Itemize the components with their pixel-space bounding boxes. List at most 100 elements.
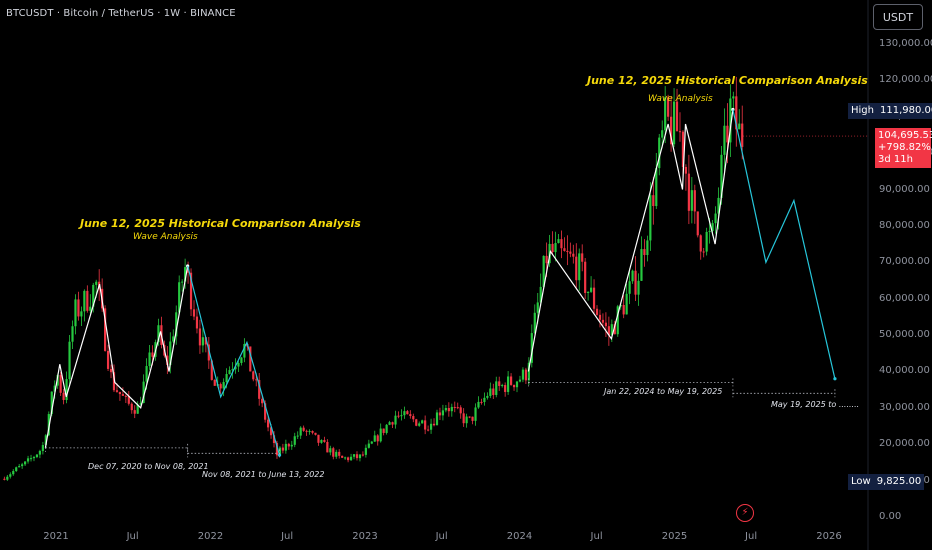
candle-body xyxy=(489,388,492,396)
wave-line-2 xyxy=(187,265,281,456)
candle-body xyxy=(518,379,522,382)
candle-body xyxy=(186,267,190,273)
candle-body xyxy=(12,471,15,475)
candle-body xyxy=(344,457,347,459)
annotation-subtitle-1: Wave Analysis xyxy=(133,232,198,242)
candle-body xyxy=(735,96,738,130)
candle-body xyxy=(732,96,735,99)
y-tick-label: 120,000.00 xyxy=(879,74,932,86)
y-tick-label: 60,000.00 xyxy=(879,292,930,304)
candle-body xyxy=(92,284,95,307)
candle-body xyxy=(314,432,317,435)
candle-body xyxy=(616,306,619,335)
candle-body xyxy=(59,375,62,393)
candle-body xyxy=(391,422,394,425)
candle-body xyxy=(252,371,255,380)
candle-body xyxy=(649,195,652,241)
low-tag: Low 9,825.00 xyxy=(848,474,925,490)
candle-body xyxy=(421,420,424,424)
candle-body xyxy=(545,255,548,264)
candle-body xyxy=(74,299,77,327)
candle-body xyxy=(495,381,498,395)
candle-body xyxy=(264,403,267,420)
low-value: 9,825.00 xyxy=(876,476,922,487)
x-tick-label: Jul xyxy=(435,531,448,542)
candle-body xyxy=(341,455,344,458)
candle-body xyxy=(32,457,36,459)
candle-body xyxy=(169,341,172,365)
candle-body xyxy=(228,370,231,375)
candle-body xyxy=(219,384,222,389)
y-tick-label: 40,000.00 xyxy=(879,365,930,377)
candle-body xyxy=(406,411,409,415)
candle-body xyxy=(275,443,279,456)
candle-body xyxy=(409,414,412,417)
wave-line-3 xyxy=(527,109,734,372)
candle-body xyxy=(317,434,320,443)
candle-body xyxy=(504,385,507,392)
candle-body xyxy=(86,290,89,311)
wave-end-point xyxy=(277,453,282,457)
candle-body xyxy=(21,464,24,467)
candle-body xyxy=(459,407,462,414)
candle-body xyxy=(557,239,560,244)
candle-body xyxy=(332,448,335,457)
candle-body xyxy=(394,415,397,425)
lightning-icon[interactable]: ⚡ xyxy=(736,504,754,522)
candle-body xyxy=(355,454,359,459)
candle-body xyxy=(272,435,276,444)
candle-body xyxy=(364,447,367,455)
candle-body xyxy=(646,240,649,256)
candle-body xyxy=(589,287,593,292)
candle-body xyxy=(136,404,139,414)
candle-body xyxy=(26,458,30,462)
candle-body xyxy=(486,395,489,398)
candle-body xyxy=(498,381,501,386)
y-tick-label: 30,000.00 xyxy=(879,401,930,413)
candle-body xyxy=(352,454,356,457)
candle-body xyxy=(23,461,27,465)
candle-body xyxy=(696,211,699,236)
candle-body xyxy=(50,391,53,415)
candle-body xyxy=(385,424,388,433)
candle-body xyxy=(382,428,385,433)
candle-body xyxy=(723,125,726,155)
currency-button[interactable]: USDT xyxy=(873,4,923,30)
candle-body xyxy=(225,374,228,383)
candle-body xyxy=(598,314,602,320)
candle-body xyxy=(258,380,261,399)
candle-body xyxy=(711,223,714,231)
candle-body xyxy=(664,97,667,131)
candle-body xyxy=(323,440,326,442)
wave-end-point xyxy=(833,377,837,381)
candle-body xyxy=(729,98,732,143)
candle-body xyxy=(89,306,92,311)
candle-body xyxy=(335,451,338,457)
candle-body xyxy=(512,384,516,388)
date-range-label-2: Nov 08, 2021 to June 13, 2022 xyxy=(202,470,325,479)
candle-body xyxy=(432,423,436,426)
candle-body xyxy=(693,190,696,212)
y-tick-label: 20,000.00 xyxy=(879,438,930,450)
candle-body xyxy=(607,326,610,336)
candle-body xyxy=(3,478,6,480)
candle-body xyxy=(714,213,717,224)
candle-body xyxy=(575,256,578,281)
high-tag: High 111,980.00 xyxy=(848,103,932,119)
candle-body xyxy=(65,379,68,401)
candle-body xyxy=(675,101,679,132)
candle-body xyxy=(329,448,332,453)
candle-body xyxy=(192,309,196,317)
candle-body xyxy=(184,267,187,282)
x-tick-label: 2025 xyxy=(661,531,688,542)
candle-body xyxy=(447,408,450,412)
candle-body xyxy=(41,445,44,451)
candle-body xyxy=(293,436,296,445)
candle-body xyxy=(634,270,637,295)
candle-body xyxy=(690,190,693,211)
candle-body xyxy=(418,423,421,426)
candle-body xyxy=(610,324,613,336)
candle-body xyxy=(637,280,640,295)
candle-body xyxy=(424,420,427,430)
